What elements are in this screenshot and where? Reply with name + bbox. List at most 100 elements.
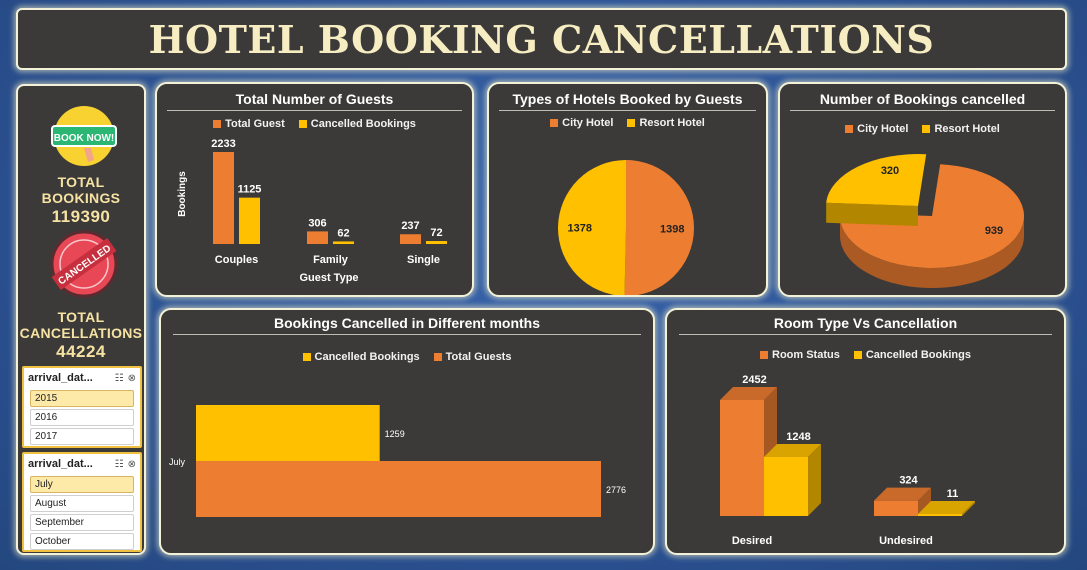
guests-chart-svg: Bookings Guest Type 2233 1125 Couples 306 62… (177, 138, 447, 284)
data-label: 306 (308, 217, 326, 229)
slicer-year-item[interactable]: 2017 (30, 428, 134, 445)
bar-family-total (307, 231, 328, 244)
bar-single-total (400, 234, 421, 244)
bar-3d-side (808, 443, 821, 516)
kpi-sidebar: BOOK NOW! CANCELLED TOTAL BOOKINGS 11939… (16, 84, 146, 555)
data-label: 320 (881, 165, 899, 177)
data-label: 62 (337, 227, 349, 239)
slicer-year-header: arrival_dat... ☷ ⊗ (24, 368, 140, 388)
hotel-types-legend: City Hotel Resort Hotel (489, 117, 766, 129)
book-now-icon: BOOK NOW! (51, 106, 117, 166)
legend-item: Resort Hotel (922, 123, 1000, 135)
clear-filter-icon[interactable]: ⊗ (127, 458, 136, 470)
data-label: 11 (947, 488, 959, 500)
book-now-text: BOOK NOW! (54, 133, 115, 144)
pie-slice-resort-hotel (558, 160, 626, 295)
pie-slice-resort-hotel (826, 154, 927, 206)
dashboard-title-panel: HOTEL BOOKING CANCELLATIONS (16, 8, 1067, 70)
cancelled-chart-svg: 939 320 (826, 154, 1024, 288)
data-label: 1248 (786, 431, 810, 443)
guests-chart-panel: Total Number of Guests Total Guest Cance… (155, 82, 474, 297)
months-chart-svg: 1259 2776 July (169, 405, 626, 517)
hotel-types-chart-svg: 1398 1378 (558, 160, 694, 295)
slicer-year: arrival_dat... ☷ ⊗ 2015 2016 2017 (22, 366, 142, 448)
hotel-types-chart-title: Types of Hotels Booked by Guests (512, 91, 743, 107)
cancelled-legend: City Hotel Resort Hotel (780, 123, 1065, 135)
slicer-month: arrival_dat... ☷ ⊗ July August September … (22, 452, 142, 552)
category-label: Desired (732, 535, 772, 547)
data-label: 324 (899, 475, 918, 487)
pie-3d-side-resort-hotel (826, 202, 918, 226)
data-label: 237 (401, 220, 419, 232)
bar-3d-top (874, 487, 931, 501)
slicer-year-item[interactable]: 2015 (30, 390, 134, 407)
bar-july-total (196, 461, 601, 517)
bar-3d-side (962, 501, 975, 516)
bar-3d-top (764, 443, 821, 457)
hotel-types-chart-panel: Types of Hotels Booked by Guests City Ho… (487, 82, 768, 297)
slicer-month-item[interactable]: August (30, 495, 134, 512)
category-label: July (169, 457, 186, 467)
pie-slice-city-hotel (840, 164, 1024, 269)
slicer-month-item[interactable]: September (30, 514, 134, 531)
multi-select-icon[interactable]: ☷ (114, 458, 124, 470)
total-bookings-label-2: BOOKINGS (41, 190, 121, 206)
category-label: Family (313, 254, 349, 266)
data-label: 1378 (568, 222, 592, 234)
months-chart-panel: Bookings Cancelled in Different months C… (159, 308, 655, 555)
legend-item: Resort Hotel (627, 117, 705, 129)
pie-3d-side-city-hotel (840, 216, 1024, 288)
guests-y-axis-label: Bookings (177, 171, 188, 217)
legend-item: Total Guests (433, 351, 511, 363)
bar-3d-side (918, 487, 931, 516)
total-bookings-label-1: TOTAL (57, 174, 105, 190)
bar-3d-top (720, 387, 777, 400)
data-label: 2776 (606, 485, 626, 495)
data-label: 939 (985, 225, 1003, 237)
bar-undesired-cancelled (918, 514, 962, 516)
multi-select-icon[interactable]: ☷ (114, 372, 124, 384)
bar-couples-total (213, 152, 234, 244)
slicer-month-item[interactable]: October (30, 533, 134, 550)
dashboard-title: HOTEL BOOKING CANCELLATIONS (148, 16, 935, 62)
bar-undesired-room-status (874, 500, 918, 516)
legend-item: Total Guest (213, 118, 285, 130)
slicer-year-item[interactable]: 2016 (30, 409, 134, 426)
bar-desired-room-status (720, 400, 764, 516)
total-bookings-value: 119390 (51, 207, 111, 226)
months-chart-title: Bookings Cancelled in Different months (273, 315, 541, 331)
clear-filter-icon[interactable]: ⊗ (127, 372, 136, 384)
total-cancellations-label-2: CANCELLATIONS (19, 325, 143, 341)
legend-item: Cancelled Bookings (302, 351, 420, 363)
data-label: 2233 (211, 138, 235, 150)
legend-item: Cancelled Bookings (298, 118, 416, 130)
data-label: 72 (430, 227, 442, 239)
pie-slice-city-hotel (624, 160, 694, 295)
legend-item: Room Status (760, 349, 840, 361)
bar-single-cancelled (426, 241, 447, 244)
cancelled-chart-panel: Number of Bookings cancelled City Hotel … (778, 82, 1067, 297)
slicer-month-item[interactable]: July (30, 476, 134, 493)
data-label: 1398 (660, 224, 684, 236)
cancelled-stamp-icon: CANCELLED (50, 230, 118, 298)
data-label: 1259 (385, 429, 405, 439)
room-type-chart-title: Room Type Vs Cancellation (773, 315, 958, 331)
room-type-chart-svg: 2452 1248 Desired 324 11 Undesired (720, 374, 975, 547)
months-legend: Cancelled Bookings Total Guests (161, 351, 653, 363)
bar-july-cancelled (196, 405, 380, 461)
room-type-chart-panel: Room Type Vs Cancellation Room Status Ca… (665, 308, 1066, 555)
legend-item: City Hotel (845, 123, 908, 135)
category-label: Couples (215, 254, 258, 266)
legend-item: City Hotel (550, 117, 613, 129)
room-type-legend: Room Status Cancelled Bookings (667, 349, 1064, 361)
bar-3d-top (918, 501, 975, 514)
legend-item: Cancelled Bookings (853, 349, 971, 361)
cancelled-chart-title: Number of Bookings cancelled (819, 91, 1026, 107)
guests-x-axis-label: Guest Type (299, 272, 358, 284)
slicer-month-title: arrival_dat... (28, 458, 93, 470)
sidebar-graphics: BOOK NOW! CANCELLED (50, 106, 118, 298)
guests-chart-title: Total Number of Guests (235, 91, 394, 107)
total-cancellations-label-1: TOTAL (57, 309, 105, 325)
bar-family-cancelled (333, 241, 354, 244)
guests-legend: Total Guest Cancelled Bookings (157, 118, 472, 130)
